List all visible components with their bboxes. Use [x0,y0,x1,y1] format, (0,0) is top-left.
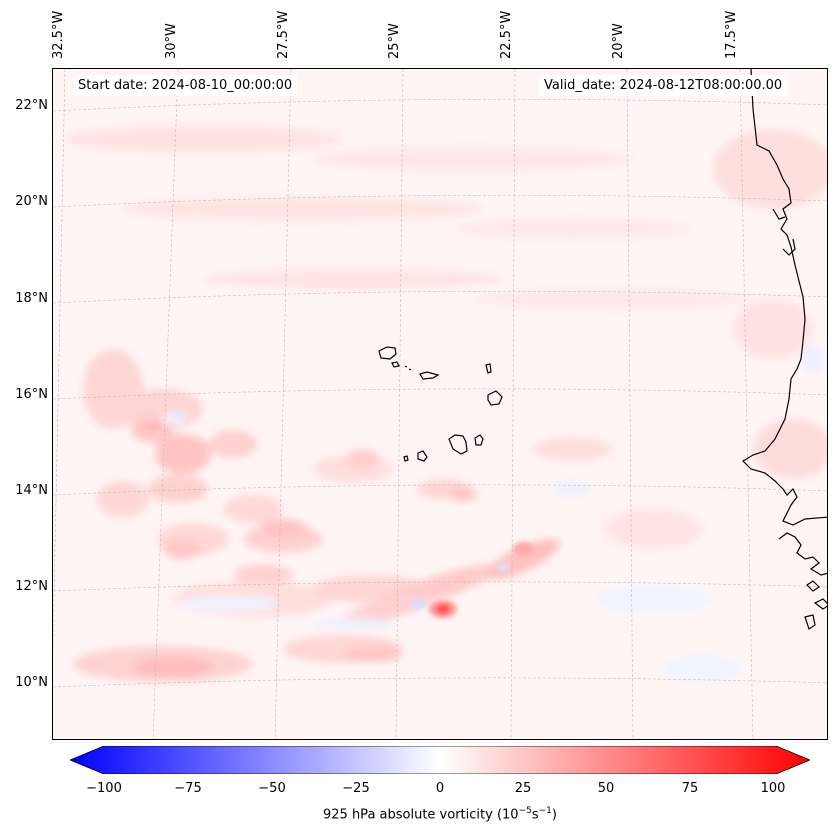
coastline-islands-south [778,532,827,630]
colorbar-label: 925 hPa absolute vorticity (10−5s−1) [0,806,837,822]
lon-label-17-5w: 17.5°W [724,10,739,59]
colorbar-tick-minus-75: −75 [174,781,202,796]
colorbar-bar [70,746,810,774]
colorbar-tick-0: 0 [435,781,445,796]
valid-date-label: Valid_date: 2024-08-12T08:00:00.00 [539,75,788,96]
lon-label-20w: 20°W [611,23,626,59]
colorbar-tick-minus-100: −100 [86,781,122,796]
colorbar-label-exp1: −5 [518,806,532,816]
lat-label-12n: 12°N [15,579,48,594]
coastline-east-inlets [772,208,796,256]
colorbar-tick-minus-50: −50 [258,781,286,796]
start-date-label: Start date: 2024-08-10_00:00:00 [73,75,298,96]
vorticity-colorbar [70,746,810,774]
lon-label-22-5w: 22.5°W [499,10,514,59]
colorbar-tick-75: 75 [681,781,699,796]
lat-label-20n: 20°N [15,194,48,209]
lat-label-18n: 18°N [15,291,48,306]
lon-label-27-5w: 27.5°W [276,10,291,59]
colorbar-tick-50: 50 [597,781,615,796]
colorbar-tick-minus-25: −25 [342,781,370,796]
colorbar-tick-25: 25 [514,781,532,796]
lat-label-22n: 22°N [15,98,48,113]
vorticity-field-map [53,69,827,739]
colorbar-label-suffix: ) [551,807,557,823]
vorticity-cores [145,410,533,618]
lon-label-32-5w: 32.5°W [51,10,66,59]
west-africa-coastline [742,69,827,526]
lat-label-14n: 14°N [15,483,48,498]
cape-verde-islands [378,346,503,462]
lat-label-16n: 16°N [15,387,48,402]
colorbar-label-prefix: 925 hPa absolute vorticity (10 [323,807,519,823]
colorbar-label-mid: s [531,807,539,823]
lon-label-30w: 30°W [164,23,179,59]
colorbar-tick-100: 100 [760,781,786,796]
map-panel[interactable] [52,68,828,740]
lat-label-10n: 10°N [15,675,48,690]
colorbar-label-exp2: −1 [538,806,552,816]
lon-label-25w: 25°W [387,23,402,59]
map-gridlines [53,69,827,739]
